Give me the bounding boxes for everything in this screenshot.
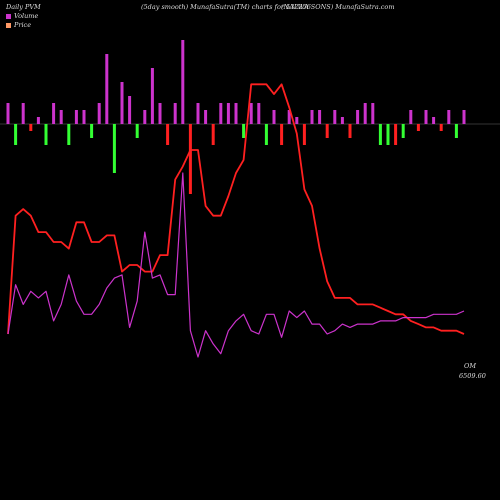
volume-bar xyxy=(287,110,291,124)
volume-bar xyxy=(21,103,25,124)
volume-bar xyxy=(166,124,170,145)
volume-bar xyxy=(226,103,230,124)
chart-header-site: (NALWA SONS) MunafaSutra.com xyxy=(281,3,395,11)
volume-bar xyxy=(462,110,466,124)
volume-bar xyxy=(67,124,71,145)
volume-bar xyxy=(14,124,18,145)
volume-bar xyxy=(401,124,405,138)
volume-bar xyxy=(135,124,139,138)
volume-bar xyxy=(90,124,94,138)
volume-bar xyxy=(97,103,101,124)
volume-bar xyxy=(356,110,360,124)
volume-bar xyxy=(272,110,276,124)
volume-bar xyxy=(249,103,253,124)
legend-price-swatch xyxy=(6,22,11,28)
volume-bar xyxy=(211,124,215,145)
volume-bar xyxy=(447,110,451,124)
legend-volume-label: Volume xyxy=(14,12,39,20)
volume-bar xyxy=(120,82,124,124)
volume-bar xyxy=(173,103,177,124)
volume-bar xyxy=(219,103,223,124)
volume-bar xyxy=(36,117,40,124)
volume-bar xyxy=(82,110,86,124)
price-last-label: 6509.60 xyxy=(459,372,486,380)
price-label-suffix: OM xyxy=(464,362,476,370)
volume-bar xyxy=(348,124,352,138)
volume-bar xyxy=(74,110,78,124)
chart-header-left: Daily PVM xyxy=(6,3,41,11)
volume-bar xyxy=(128,96,132,124)
volume-bar xyxy=(318,110,322,124)
volume-bars xyxy=(6,40,466,194)
price-line xyxy=(7,83,465,335)
volume-bar xyxy=(439,124,443,131)
volume-bar xyxy=(143,110,147,124)
volume-bar xyxy=(295,117,299,124)
volume-bar xyxy=(409,110,413,124)
legend-price: Price xyxy=(6,21,31,29)
volume-bar xyxy=(204,110,208,124)
volume-bar xyxy=(52,103,56,124)
volume-bar xyxy=(112,124,116,173)
volume-bar xyxy=(394,124,398,145)
volume-line xyxy=(7,172,465,358)
volume-bar xyxy=(234,103,238,124)
series-lines xyxy=(7,83,465,358)
volume-bar xyxy=(416,124,420,131)
volume-bar xyxy=(188,124,192,194)
volume-bar xyxy=(29,124,33,131)
volume-bar xyxy=(150,68,154,124)
volume-bar xyxy=(158,103,162,124)
volume-bar xyxy=(264,124,268,145)
volume-bar xyxy=(333,110,337,124)
volume-bar xyxy=(378,124,382,145)
legend-volume-swatch xyxy=(6,13,11,19)
volume-bar xyxy=(257,103,261,124)
volume-bar xyxy=(424,110,428,124)
legend-volume: Volume xyxy=(6,12,38,20)
volume-bar xyxy=(105,54,109,124)
volume-bar xyxy=(181,40,185,124)
volume-bar xyxy=(302,124,306,145)
legend-price-label: Price xyxy=(14,21,32,29)
volume-bar xyxy=(432,117,436,124)
volume-bar xyxy=(340,117,344,124)
volume-bar xyxy=(371,103,375,124)
volume-bar xyxy=(310,110,314,124)
volume-bar xyxy=(196,103,200,124)
volume-bar xyxy=(242,124,246,138)
chart-header-title: (5day smooth) MunafaSutra(TM) charts for… xyxy=(141,3,311,11)
volume-bar xyxy=(6,103,10,124)
volume-bar xyxy=(59,110,63,124)
volume-bar xyxy=(280,124,284,145)
volume-bar xyxy=(386,124,390,145)
volume-bar xyxy=(454,124,458,138)
volume-bar xyxy=(44,124,48,145)
volume-bar xyxy=(363,103,367,124)
volume-bar xyxy=(325,124,329,138)
